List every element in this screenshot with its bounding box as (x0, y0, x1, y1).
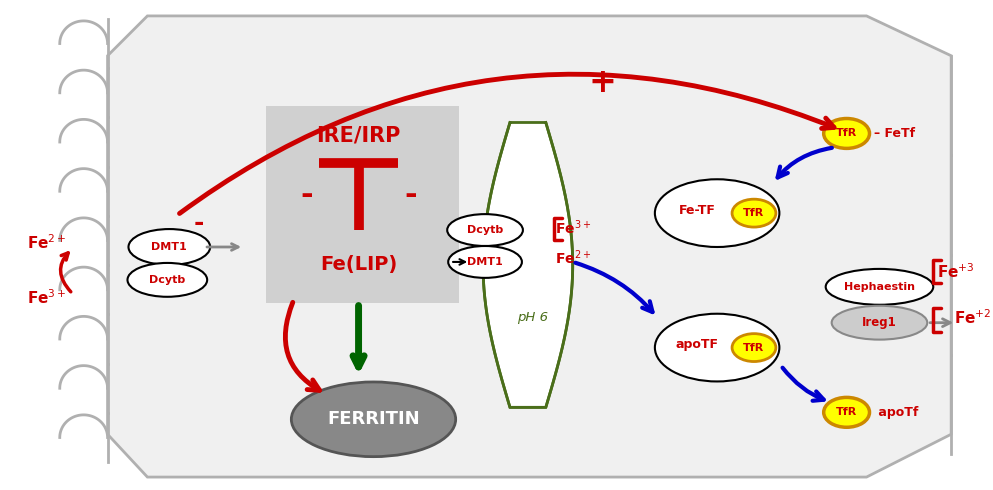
Text: -: - (404, 181, 417, 210)
Text: apoTF: apoTF (675, 338, 719, 351)
Text: +: + (589, 66, 617, 99)
Polygon shape (107, 16, 951, 477)
Ellipse shape (447, 214, 523, 246)
Text: Dcytb: Dcytb (149, 275, 186, 285)
Text: Fe$^{3+}$: Fe$^{3+}$ (555, 219, 591, 237)
Ellipse shape (654, 179, 780, 247)
Text: Ireg1: Ireg1 (862, 316, 897, 329)
Text: TfR: TfR (744, 343, 765, 353)
Ellipse shape (732, 334, 776, 362)
Text: – FeTf: – FeTf (875, 127, 916, 140)
Text: Hephaestin: Hephaestin (844, 282, 915, 292)
Text: apoTf: apoTf (875, 406, 919, 419)
Text: Fe$^{2+}$: Fe$^{2+}$ (27, 234, 67, 252)
Text: DMT1: DMT1 (467, 257, 502, 267)
Ellipse shape (291, 382, 456, 457)
Text: pH 6: pH 6 (517, 311, 548, 324)
Text: Fe(LIP): Fe(LIP) (320, 255, 397, 274)
Ellipse shape (128, 229, 211, 265)
Text: Fe$^{+2}$: Fe$^{+2}$ (954, 308, 992, 327)
Ellipse shape (824, 119, 870, 148)
Text: TfR: TfR (836, 407, 857, 417)
Text: -: - (301, 181, 313, 210)
Ellipse shape (732, 199, 776, 227)
Text: FERRITIN: FERRITIN (327, 410, 420, 428)
Text: TfR: TfR (744, 208, 765, 218)
FancyBboxPatch shape (266, 105, 459, 236)
Text: IRE/IRP: IRE/IRP (317, 125, 401, 146)
Polygon shape (483, 122, 573, 407)
Ellipse shape (832, 306, 927, 340)
Ellipse shape (448, 246, 522, 278)
Text: Fe$^{3+}$: Fe$^{3+}$ (27, 289, 67, 307)
Text: -: - (194, 211, 205, 235)
Ellipse shape (826, 269, 933, 305)
Ellipse shape (127, 263, 208, 297)
Text: TfR: TfR (836, 128, 857, 139)
Text: DMT1: DMT1 (152, 242, 188, 252)
Text: Dcytb: Dcytb (467, 225, 503, 235)
Text: Fe-TF: Fe-TF (679, 204, 716, 217)
Ellipse shape (654, 314, 780, 381)
Ellipse shape (824, 397, 870, 427)
Text: Fe$^{2+}$: Fe$^{2+}$ (555, 248, 591, 267)
FancyBboxPatch shape (266, 225, 459, 303)
Text: Fe$^{+3}$: Fe$^{+3}$ (937, 263, 975, 281)
